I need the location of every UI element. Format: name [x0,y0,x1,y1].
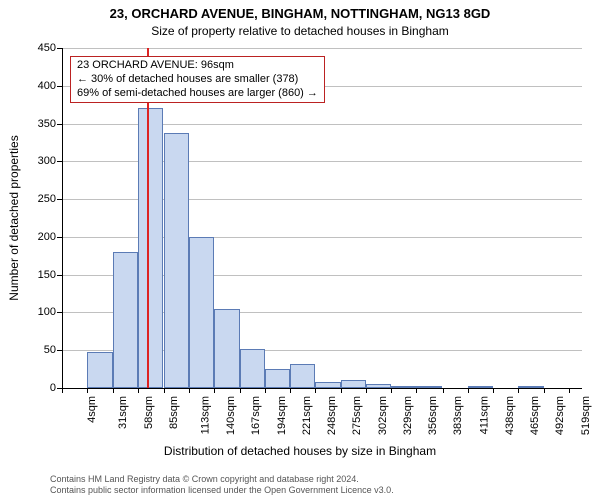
xtick-label: 329sqm [402,396,414,435]
gridline [62,48,582,49]
xtick-label: 58sqm [143,396,155,429]
ytick-label: 50 [44,344,56,356]
histogram-bar [341,380,366,388]
x-axis-label: Distribution of detached houses by size … [0,444,600,458]
histogram-bar [87,352,112,388]
y-axis [62,48,63,388]
xtick-label: 221sqm [301,396,313,435]
credits-line1: Contains HM Land Registry data © Crown c… [50,474,394,485]
x-axis [62,388,582,389]
xtick-label: 194sqm [276,396,288,435]
xtick-label: 31sqm [117,396,129,429]
y-axis-label: Number of detached properties [7,135,21,300]
xtick-label: 85sqm [168,396,180,429]
ytick-label: 400 [38,80,56,92]
ytick-label: 0 [50,382,56,394]
ytick-label: 150 [38,269,56,281]
histogram-bar [290,364,315,388]
credits: Contains HM Land Registry data © Crown c… [50,474,394,496]
xtick-label: 140sqm [225,396,237,435]
histogram-bar [113,252,138,388]
histogram-bar [240,349,265,388]
credits-line2: Contains public sector information licen… [50,485,394,496]
ytick-label: 200 [38,231,56,243]
histogram-bar [189,237,214,388]
xtick-label: 356sqm [427,396,439,435]
annotation-line3: 69% of semi-detached houses are larger (… [77,87,318,101]
histogram-bar [164,133,189,388]
annotation-line2: ← 30% of detached houses are smaller (37… [77,73,318,87]
xtick-label: 275sqm [352,396,364,435]
ytick-label: 300 [38,155,56,167]
xtick-label: 4sqm [86,396,98,423]
histogram-bar [265,369,290,388]
ytick-label: 250 [38,193,56,205]
xtick-label: 383sqm [453,396,465,435]
ytick-label: 100 [38,306,56,318]
ytick-label: 450 [38,42,56,54]
xtick-label: 519sqm [580,396,592,435]
chart-title: 23, ORCHARD AVENUE, BINGHAM, NOTTINGHAM,… [0,6,600,21]
xtick-label: 492sqm [555,396,567,435]
xtick-label: 465sqm [529,396,541,435]
chart-subtitle: Size of property relative to detached ho… [0,24,600,38]
histogram-bar [138,108,163,388]
xtick-label: 438sqm [504,396,516,435]
annotation-line1: 23 ORCHARD AVENUE: 96sqm [77,59,318,73]
xtick-label: 302sqm [377,396,389,435]
histogram-bar [214,309,239,388]
xtick-label: 411sqm [478,396,490,434]
xtick-label: 248sqm [326,396,338,435]
ytick-label: 350 [38,118,56,130]
xtick-label: 167sqm [251,396,263,435]
annotation-box: 23 ORCHARD AVENUE: 96sqm ← 30% of detach… [70,56,325,103]
xtick-label: 113sqm [199,396,211,434]
